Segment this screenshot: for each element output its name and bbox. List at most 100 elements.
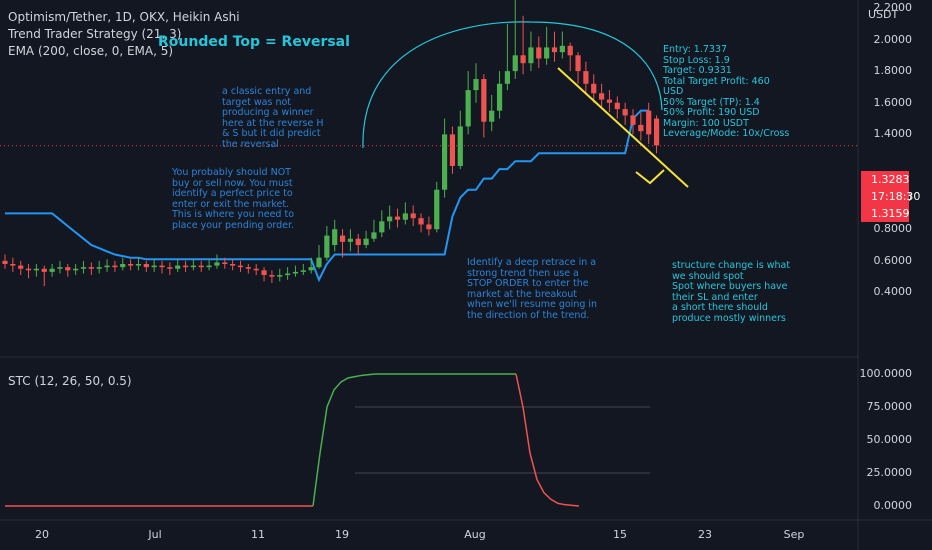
price-tick-label: 0.8000: [873, 222, 913, 236]
candle-body: [316, 257, 322, 268]
candle-body: [371, 232, 377, 239]
candle-body: [120, 264, 126, 268]
candle-body: [536, 47, 542, 59]
current-price-tag: 1.3283: [861, 171, 910, 188]
candle-body: [222, 262, 228, 265]
time-tick-label: 20: [35, 528, 49, 541]
candle-body: [489, 110, 495, 122]
candle-body: [606, 99, 613, 103]
candle-body: [379, 221, 385, 233]
candle-body: [512, 55, 518, 72]
rounded-top-arc: [362, 21, 663, 149]
candle-body: [332, 229, 338, 246]
annotation-trade-setup: Entry: 1.7337 Stop Loss: 1.9 Target: 0.9…: [663, 44, 790, 139]
indicator-trend-trader-label[interactable]: Trend Trader Strategy (21, 3): [8, 27, 182, 41]
breakdown-marker: [635, 169, 665, 185]
candle-body: [363, 238, 369, 246]
candle-body: [261, 270, 267, 276]
candle-body: [57, 267, 63, 269]
candle-body: [230, 264, 236, 266]
candle-body: [614, 102, 620, 110]
candle-body: [25, 268, 32, 271]
candle-body: [128, 264, 134, 266]
candle-body: [394, 216, 401, 220]
candle-body: [347, 238, 353, 242]
candle-body: [49, 268, 55, 272]
price-tick-label: 2.2000: [873, 0, 913, 14]
candle-body: [41, 268, 47, 272]
candle-body: [300, 270, 306, 272]
price-tick-label: 0.6000: [873, 253, 913, 267]
symbol-title: Optimism/Tether, 1D, OKX, Heikin Ashi: [8, 10, 240, 24]
candle-body: [190, 265, 196, 268]
candle-body: [277, 275, 283, 277]
candle-body: [167, 267, 173, 269]
stc-tick-label: 0.0000: [873, 499, 913, 512]
candle-body: [198, 265, 204, 268]
stc-line-falling: [515, 373, 580, 507]
candle-body: [73, 268, 79, 271]
currency-label: USDT: [868, 8, 899, 21]
price-tick-label: 1.4000: [873, 127, 913, 141]
candle-body: [449, 134, 456, 166]
annotation-classic-entry: a classic entry and target was not produ…: [222, 86, 324, 150]
candle-body: [496, 83, 503, 111]
candle-body: [237, 265, 244, 268]
candle-body: [434, 189, 440, 230]
indicator-stc-label[interactable]: STC (12, 26, 50, 0.5): [8, 374, 132, 388]
annotation-deep-retrace: Identify a deep retrace in a strong tren…: [467, 257, 598, 321]
time-tick-label: 15: [613, 528, 627, 541]
candle-body: [544, 47, 550, 59]
price-tick-label: 2.0000: [873, 32, 913, 46]
candle-body: [33, 268, 39, 271]
candle-body: [143, 264, 149, 268]
annotation-structure-change: structure change is what we should spot …: [672, 260, 791, 324]
stc-tick-label: 100.0000: [859, 367, 913, 380]
trend-trader-line: [5, 109, 649, 283]
time-tick-label: 23: [698, 528, 712, 541]
candle-body: [575, 55, 581, 72]
candle-body: [567, 45, 573, 56]
stc-tick-label: 75.0000: [866, 400, 913, 413]
candle-body: [559, 45, 565, 53]
stc-tick-label: 50.0000: [866, 433, 913, 446]
candle-body: [473, 79, 479, 91]
candle-body: [465, 90, 471, 127]
candle-body: [253, 268, 259, 271]
indicator-ema-label[interactable]: EMA (200, close, 0, EMA, 5): [8, 44, 174, 58]
candle-body: [269, 275, 275, 277]
candle-body: [175, 265, 181, 269]
candle-body: [104, 265, 110, 268]
candle-body: [182, 265, 189, 268]
candle-body: [112, 265, 118, 268]
time-tick-label: Aug: [464, 528, 486, 541]
candle-body: [214, 262, 220, 266]
candle-body: [402, 213, 408, 220]
candle-body: [653, 118, 660, 146]
candle-body: [135, 264, 142, 266]
candle-body: [638, 124, 644, 132]
candle-body: [285, 273, 291, 276]
candle-body: [504, 71, 510, 84]
candle-body: [355, 238, 361, 246]
candle-body: [339, 235, 346, 242]
candle-body: [599, 93, 605, 100]
candle-body: [2, 260, 8, 265]
candle-body: [151, 265, 157, 268]
candle-body: [80, 267, 87, 269]
price-tick-label: 0.4000: [873, 285, 913, 299]
annotation-pending-order: You probably should NOT buy or sell now.…: [172, 167, 295, 231]
price-tick-label: 1.8000: [873, 64, 913, 78]
candle-body: [622, 109, 628, 116]
candle-body: [10, 264, 16, 266]
price-tick-label: 1.6000: [873, 95, 913, 109]
candle-body: [387, 216, 393, 222]
candle-body: [410, 213, 416, 219]
candle-body: [245, 267, 251, 269]
candle-body: [418, 218, 424, 225]
ema-value-tag: 1.3159: [861, 205, 910, 222]
candle-body: [426, 224, 432, 230]
candle-body: [18, 265, 24, 269]
candle-body: [583, 71, 589, 84]
